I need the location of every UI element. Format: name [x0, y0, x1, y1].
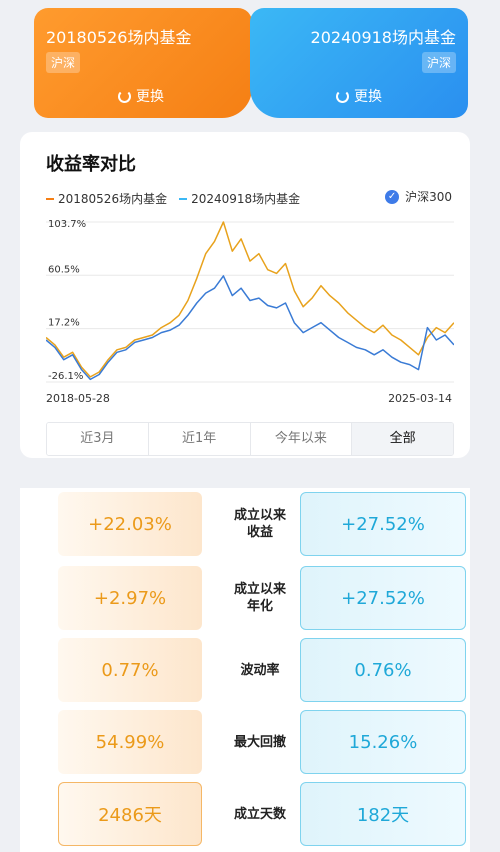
- left-metric-value: +22.03%: [58, 492, 202, 556]
- metric-label: 成立以来 年化: [210, 566, 310, 630]
- legend-label: 20180526场内基金: [58, 192, 168, 206]
- benchmark-label: 沪深300: [405, 190, 452, 204]
- market-tag: 沪深: [421, 52, 456, 73]
- refresh-icon: [336, 89, 349, 103]
- metric-label: 最大回撤: [233, 734, 286, 750]
- metric-row: +22.03% 成立以来收益 +27.52%: [20, 492, 470, 556]
- right-metric-value: 182天: [300, 782, 466, 846]
- check-icon: ✓: [385, 189, 400, 204]
- right-metric-value: +27.52%: [300, 492, 466, 556]
- right-metric-value: 0.76%: [300, 638, 466, 702]
- metric-row: 2486天 成立天数 182天: [20, 782, 470, 846]
- metric-label: 成立以来 收益: [210, 492, 310, 556]
- swap-label: 更换: [354, 89, 382, 105]
- y-tick-label: -26.1%: [48, 371, 83, 382]
- legend-swatch: [179, 197, 188, 200]
- metric-label-line: 成立以来: [233, 508, 286, 523]
- tab-1-year[interactable]: 近1年: [148, 423, 251, 455]
- swap-label: 更换: [136, 89, 164, 105]
- tab-ytd[interactable]: 今年以来: [250, 423, 353, 455]
- metric-row: +2.97% 成立以来年化 +27.52%: [20, 566, 470, 630]
- swap-fund-button[interactable]: 更换: [336, 86, 382, 106]
- metric-label-line: 收益: [246, 525, 273, 540]
- fund-name: 20180526场内基金: [46, 28, 192, 47]
- date-start: 2018-05-28: [46, 392, 110, 405]
- left-metric-value: 2486天: [58, 782, 202, 846]
- series-line-2: [46, 275, 454, 381]
- metrics-grid: +22.03% 成立以来 收益 +27.52% +2.97% 成立以来 年化 +27…: [20, 488, 470, 852]
- yield-line-chart: 103.7% 60.5% 17.2% -26.1%: [46, 219, 454, 383]
- right-metric-value: +27.52%: [300, 566, 466, 630]
- right-metric-value: 15.26%: [300, 710, 466, 774]
- legend-swatch: [46, 197, 54, 200]
- metric-label-line: 年化: [246, 599, 273, 614]
- swap-fund-button[interactable]: 更换: [118, 86, 164, 106]
- fund-name: 20240918场内基金: [310, 28, 456, 47]
- legend-item-left: 20180526场内基金: [46, 190, 167, 207]
- left-metric-value: +2.97%: [58, 566, 202, 630]
- metric-row: 0.77% 波动率 0.76%: [20, 638, 470, 702]
- left-metric-value: 0.77%: [58, 638, 202, 702]
- range-tabs: 近3月 近1年 今年以来 全部: [46, 422, 454, 456]
- legend-item-right: 20240918场内基金: [179, 190, 300, 207]
- metric-label: 波动率: [240, 662, 280, 678]
- market-tag: 沪深: [46, 52, 81, 73]
- metric-row: 54.99% 最大回撤 15.26%: [20, 710, 470, 774]
- legend-label: 20240918场内基金: [191, 192, 301, 206]
- left-metric-value: 54.99%: [58, 710, 202, 774]
- benchmark-toggle[interactable]: ✓ 沪深300: [385, 188, 452, 205]
- y-tick-label: 60.5%: [48, 264, 80, 275]
- chart-legend: 20180526场内基金 20240918场内基金: [46, 190, 300, 207]
- metric-label: 成立天数: [233, 806, 286, 822]
- yield-comparison-panel: 收益率对比 20180526场内基金 20240918场内基金 ✓ 沪深300 …: [20, 132, 470, 458]
- series-line-1: [46, 221, 454, 378]
- fund-card-left[interactable]: 20180526场内基金 沪深 更换: [34, 8, 252, 118]
- fund-card-right[interactable]: 20240918场内基金 沪深 更换: [250, 8, 468, 118]
- y-tick-label: 103.7%: [48, 219, 86, 230]
- tab-3-months[interactable]: 近3月: [47, 423, 149, 455]
- date-end: 2025-03-14: [388, 392, 452, 405]
- refresh-icon: [118, 89, 131, 103]
- panel-title: 收益率对比: [46, 154, 136, 175]
- tab-all[interactable]: 全部: [352, 423, 453, 455]
- y-tick-label: 17.2%: [48, 318, 80, 329]
- metric-label-line: 成立以来: [233, 582, 286, 597]
